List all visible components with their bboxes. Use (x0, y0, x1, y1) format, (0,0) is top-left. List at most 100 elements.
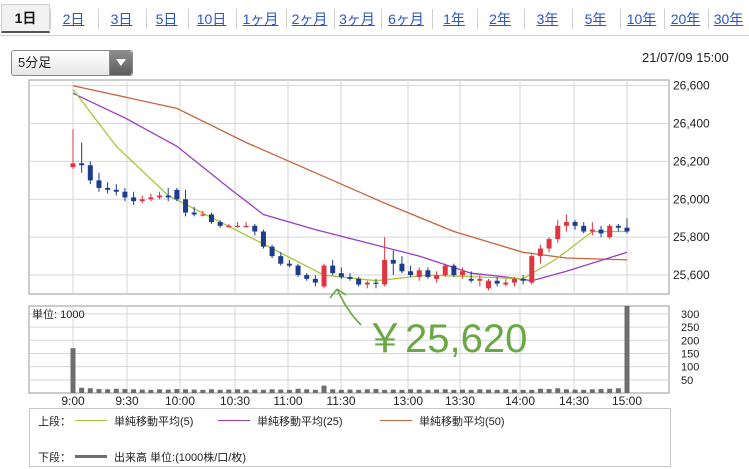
volume-bar (87, 388, 93, 393)
volume-bar (269, 389, 275, 393)
legend-ma50-line (380, 420, 412, 421)
candle-body (122, 191, 128, 198)
candle-body (494, 280, 500, 284)
candle-body (555, 225, 561, 240)
legend-ma50-label: 単純移動平均(50) (419, 416, 505, 428)
candle-body (174, 189, 180, 200)
candle-body (79, 163, 85, 166)
tab-separator (708, 9, 709, 29)
volume-bar (209, 389, 214, 393)
volume-panel (28, 305, 670, 394)
tab-10[interactable]: 1年 (443, 11, 465, 27)
tab-3[interactable]: 3日 (110, 11, 133, 27)
volume-bar (113, 388, 119, 393)
volume-bar (451, 389, 457, 393)
candle-body (200, 214, 206, 216)
candle-body (347, 276, 353, 279)
x-tick-label: 13:00 (393, 394, 423, 408)
volume-bar (139, 389, 145, 393)
tab-13[interactable]: 5年 (584, 11, 607, 27)
legend-lower-label: 下段： (38, 452, 71, 464)
dropdown-button[interactable] (109, 51, 132, 75)
tab-1[interactable]: 1日 (1, 4, 50, 33)
candle-body (269, 246, 275, 257)
price-tick-label: 25,600 (673, 268, 710, 282)
candle-body (226, 225, 232, 228)
volume-bar (157, 389, 163, 393)
volume-bar (416, 389, 422, 393)
volume-bar (460, 389, 466, 393)
candle-body (312, 278, 318, 283)
tab-7[interactable]: 2ヶ月 (291, 11, 328, 27)
candle-body (105, 187, 111, 190)
volume-bar (468, 389, 474, 393)
tab-separator (286, 9, 287, 29)
tab-12[interactable]: 3年 (536, 11, 559, 27)
volume-bar (408, 389, 414, 393)
candle-body (624, 227, 630, 232)
candle-body (87, 165, 93, 181)
volume-bar (312, 389, 318, 393)
tab-separator (236, 9, 237, 29)
volume-bar (494, 389, 500, 393)
tab-15[interactable]: 20年 (670, 11, 701, 27)
candle-body (460, 271, 466, 276)
candle-body (589, 229, 595, 232)
tab-14[interactable]: 10年 (626, 11, 657, 27)
volume-bar (295, 388, 301, 393)
volume-bar (572, 389, 578, 393)
volume-bar (537, 388, 543, 393)
candle-body (148, 197, 154, 200)
tab-11[interactable]: 2年 (489, 11, 511, 27)
volume-bar (434, 389, 440, 393)
candle-body (399, 263, 405, 272)
chart-datetime: 21/07/09 15:00 (642, 50, 729, 65)
legend-ma5-label: 単純移動平均(5) (114, 416, 194, 428)
candle-body (416, 270, 422, 277)
interval-select-value: 5分足 (18, 55, 52, 70)
volume-bar (373, 389, 379, 393)
candle-body (451, 265, 457, 276)
volume-tick-label: 100 (681, 362, 699, 374)
candle-body (286, 263, 292, 266)
candle-body (157, 195, 163, 198)
volume-bar (589, 389, 595, 393)
tab-5[interactable]: 10日 (196, 11, 227, 27)
volume-bar (442, 389, 448, 393)
volume-bar (321, 385, 327, 393)
volume-bar (511, 389, 517, 393)
x-tick-label: 11:30 (326, 394, 355, 408)
candle-body (390, 259, 396, 264)
volume-bar (546, 389, 552, 393)
volume-bar (252, 389, 258, 393)
legend-ma25-label: 単純移動平均(25) (257, 416, 343, 428)
x-tick-label: 10:30 (220, 394, 250, 408)
tab-8[interactable]: 3ヶ月 (339, 11, 375, 27)
candle-body (503, 282, 509, 285)
tab-2[interactable]: 2日 (62, 11, 85, 27)
legend-upper-label: 上段： (38, 416, 71, 428)
tab-16[interactable]: 30年 (713, 11, 744, 27)
tab-6[interactable]: 1ヶ月 (242, 11, 279, 27)
candle-body (477, 278, 483, 281)
tab-separator (381, 9, 382, 29)
volume-bar (243, 389, 249, 393)
volume-bar (581, 389, 587, 393)
candle-body (278, 256, 284, 264)
x-tick-label: 14:00 (505, 394, 535, 408)
tab-separator (572, 9, 573, 29)
legend-ma5-line (75, 420, 107, 421)
volume-bar (226, 389, 232, 393)
volume-bar (260, 389, 266, 393)
interval-select[interactable]: 5分足 (11, 50, 133, 76)
candle-body (139, 199, 145, 202)
tab-9[interactable]: 6ヶ月 (388, 11, 424, 27)
volume-bar (105, 389, 111, 393)
tab-4[interactable]: 5日 (155, 11, 178, 27)
chart-legend: 上段： 単純移動平均(5) 単純移動平均(25) 単純移動平均(50) 下段： … (29, 408, 671, 467)
volume-bar (364, 389, 370, 393)
volume-bar (486, 389, 491, 393)
price-tick-label: 26,000 (673, 192, 710, 206)
volume-bar (191, 389, 197, 393)
candle-body (520, 278, 526, 281)
